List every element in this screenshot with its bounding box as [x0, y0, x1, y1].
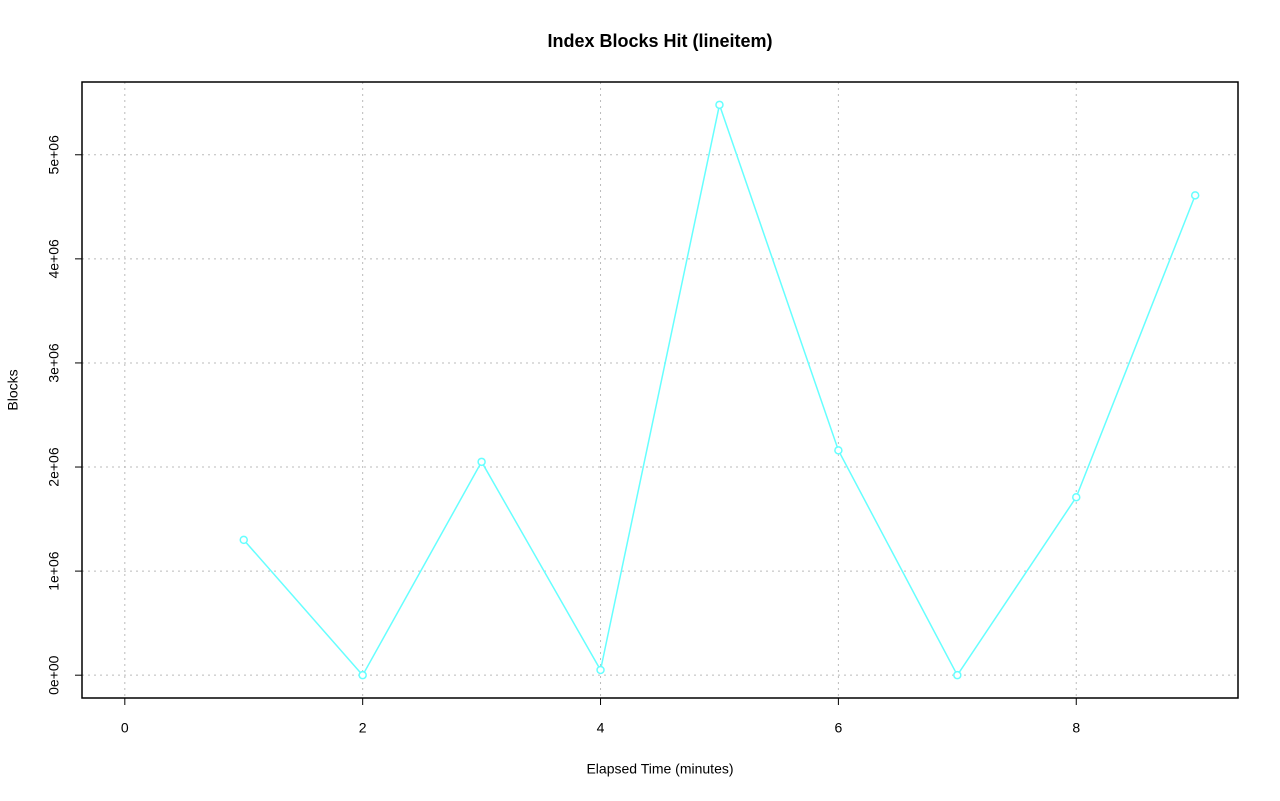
- data-point: [477, 457, 486, 467]
- data-point: [596, 665, 605, 675]
- x-tick-label: 0: [121, 720, 129, 736]
- y-tick-label: 2e+06: [46, 447, 62, 487]
- data-point: [358, 670, 367, 680]
- data-point: [715, 100, 724, 110]
- y-tick-label: 0e+00: [46, 655, 62, 695]
- y-tick-label: 4e+06: [46, 239, 62, 279]
- plot-frame: [81, 81, 1239, 699]
- data-point: [953, 670, 962, 680]
- x-tick-label: 4: [597, 720, 605, 736]
- y-axis-label: Blocks: [5, 369, 21, 410]
- data-point: [834, 446, 843, 455]
- x-tick-label: 6: [834, 720, 842, 736]
- data-point: [1190, 191, 1200, 200]
- x-axis-label: Elapsed Time (minutes): [586, 761, 733, 777]
- x-tick-label: 2: [359, 720, 367, 736]
- data-line: [243, 102, 1196, 677]
- y-tick-label: 3e+06: [46, 343, 62, 383]
- y-tick-label: 1e+06: [46, 551, 62, 591]
- data-point: [239, 535, 248, 545]
- data-point: [1072, 492, 1081, 502]
- chart-title: Index Blocks Hit (lineitem): [547, 31, 772, 51]
- x-tick-label: 8: [1072, 720, 1080, 736]
- y-tick-label: 5e+06: [46, 135, 62, 175]
